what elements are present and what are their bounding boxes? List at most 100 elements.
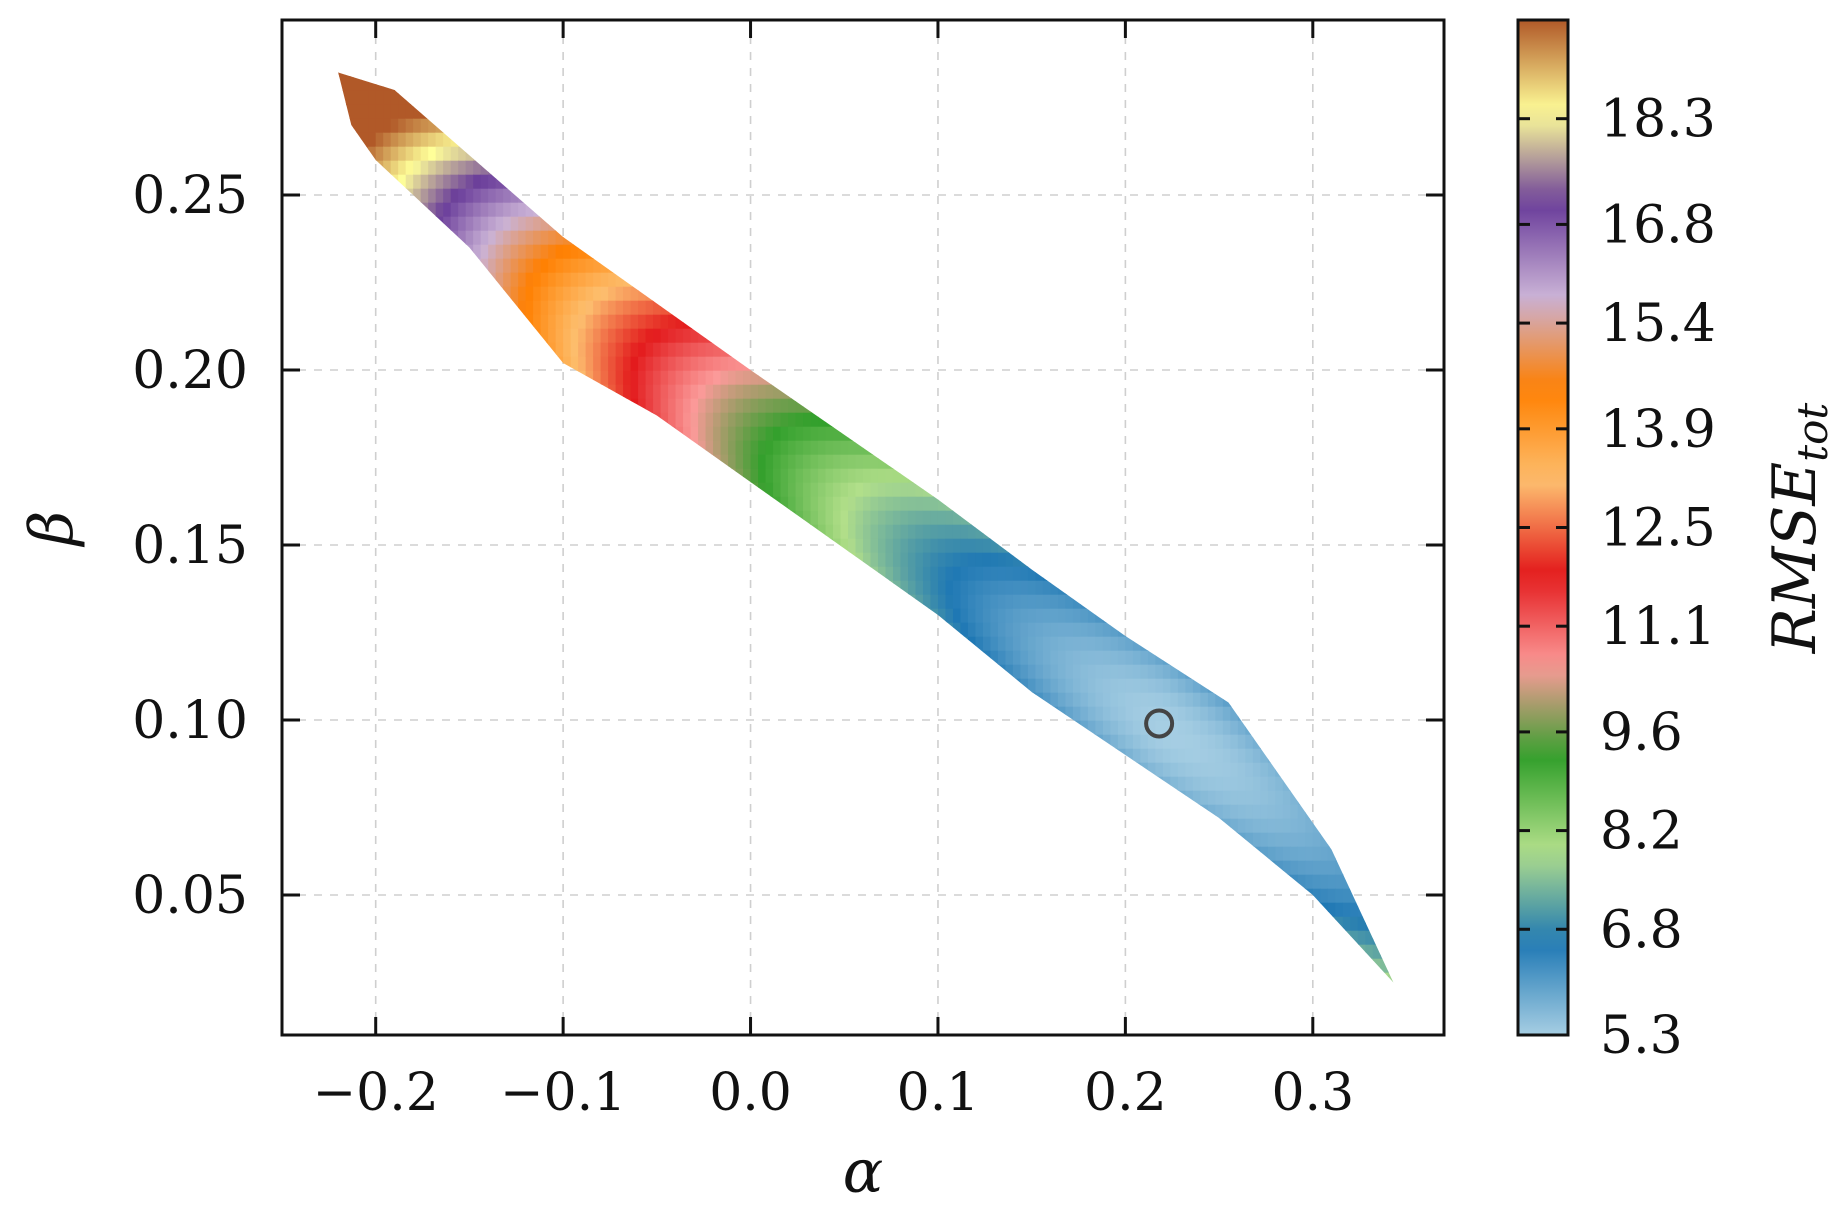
heat-cell xyxy=(615,874,624,889)
heat-cell xyxy=(383,244,392,259)
heat-cell xyxy=(316,314,324,329)
heat-cell xyxy=(525,258,534,273)
heat-cell xyxy=(548,496,557,511)
heat-cell xyxy=(338,398,339,413)
heat-cell xyxy=(420,664,429,679)
heat-cell xyxy=(810,748,819,763)
heat-cell xyxy=(630,398,639,413)
heat-cell xyxy=(375,384,384,399)
heat-cell xyxy=(353,510,362,525)
heat-cell xyxy=(788,314,797,329)
heat-cell xyxy=(338,916,339,931)
heat-cell xyxy=(653,608,662,623)
heat-cell xyxy=(833,496,842,511)
heat-cell xyxy=(570,482,579,497)
heat-cell xyxy=(526,1000,534,1015)
heat-cell xyxy=(435,944,444,959)
heat-cell xyxy=(585,692,594,707)
heat-cell xyxy=(316,594,324,609)
heat-cell xyxy=(488,594,497,609)
heat-cell xyxy=(788,958,797,973)
heat-cell xyxy=(360,72,369,77)
heat-cell xyxy=(458,622,467,637)
heat-cell xyxy=(338,72,347,77)
heat-cell xyxy=(750,202,759,217)
heat-cell xyxy=(653,468,662,483)
heat-cell xyxy=(608,930,617,945)
heat-cell xyxy=(570,622,579,637)
heat-cell xyxy=(653,874,662,889)
heat-cell xyxy=(720,902,729,917)
heat-cell xyxy=(458,832,467,847)
heat-cell xyxy=(765,146,774,161)
heat-cell xyxy=(375,958,384,973)
heat-cell xyxy=(720,790,729,805)
heat-cell xyxy=(623,132,632,147)
heat-cell xyxy=(608,818,617,833)
heat-cell xyxy=(578,454,587,469)
heat-cell xyxy=(563,454,572,469)
heat-cell xyxy=(675,930,684,945)
heat-cell xyxy=(511,48,519,63)
heat-cell xyxy=(840,650,849,665)
heat-cell xyxy=(345,146,354,161)
heat-cell xyxy=(623,944,632,959)
heat-cell xyxy=(428,48,436,63)
heat-cell xyxy=(660,524,669,539)
heat-cell xyxy=(533,846,542,861)
heat-cell xyxy=(653,370,662,385)
heat-cell xyxy=(316,132,324,147)
heat-cell xyxy=(720,832,729,847)
heat-cell xyxy=(758,398,767,413)
heat-cell xyxy=(705,370,714,385)
heat-cell xyxy=(683,34,691,49)
heat-cell xyxy=(840,258,849,273)
heat-cell xyxy=(578,216,587,231)
heat-cell xyxy=(728,650,737,665)
heat-cell xyxy=(713,76,722,91)
heat-cell xyxy=(316,972,324,987)
heat-cell xyxy=(353,888,362,903)
heat-cell xyxy=(818,566,827,581)
heat-cell xyxy=(413,188,422,203)
heat-cell xyxy=(376,986,384,1001)
heat-cell xyxy=(585,496,594,511)
heat-cell xyxy=(375,622,384,637)
heat-cell xyxy=(683,412,692,427)
heat-cell xyxy=(360,90,369,105)
heat-cell xyxy=(413,552,422,567)
heat-cell xyxy=(465,916,474,931)
heat-cell xyxy=(735,342,744,357)
heat-cell xyxy=(780,202,789,217)
heat-cell xyxy=(728,90,737,105)
heat-cell xyxy=(585,314,594,329)
heat-cell xyxy=(698,622,707,637)
heat-cell xyxy=(795,916,804,931)
heat-cell xyxy=(473,174,482,189)
heat-cell xyxy=(638,72,647,77)
heat-cell xyxy=(690,874,699,889)
heat-cell xyxy=(833,300,842,315)
heat-cell xyxy=(833,384,842,399)
heat-cell xyxy=(563,468,572,483)
heat-cell xyxy=(630,104,639,119)
heat-cell xyxy=(645,412,654,427)
heat-cell xyxy=(645,748,654,763)
heat-cell xyxy=(563,664,572,679)
heat-cell xyxy=(338,678,347,693)
heat-cell xyxy=(443,300,452,315)
heat-cell xyxy=(360,272,369,287)
heat-cell xyxy=(810,580,819,595)
heat-cell xyxy=(593,216,602,231)
heat-cell xyxy=(496,48,504,63)
heat-cell xyxy=(323,804,331,819)
heat-cell xyxy=(720,216,729,231)
heat-cell xyxy=(795,622,804,637)
heat-cell xyxy=(728,244,737,259)
heat-cell xyxy=(443,174,452,189)
heat-cell xyxy=(488,832,497,847)
heat-cell xyxy=(398,370,407,385)
heat-cell xyxy=(728,76,737,91)
heat-cell xyxy=(615,916,624,931)
heat-cell xyxy=(360,286,369,301)
